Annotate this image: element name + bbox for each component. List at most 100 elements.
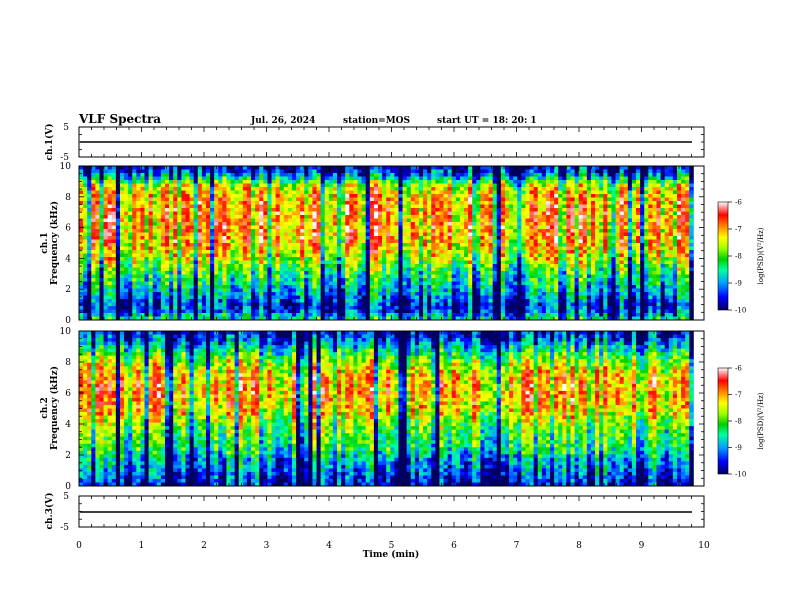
spectrogram-cell <box>197 176 203 181</box>
spectrogram-cell <box>234 260 240 265</box>
spectrogram-cell <box>148 166 154 170</box>
spectrogram-cell <box>124 243 129 247</box>
spectrogram-cell <box>83 281 88 286</box>
spectrogram-cell <box>402 239 408 244</box>
spectrogram-cell <box>267 285 272 289</box>
spectrogram-cell <box>140 166 145 170</box>
spectrogram-cell <box>316 239 322 244</box>
spectrogram-cell <box>103 183 109 188</box>
spectrogram-cell <box>296 257 301 261</box>
spectrogram-cell <box>500 299 506 303</box>
spectrogram-cell <box>513 218 518 223</box>
spectrogram-cell <box>357 313 363 317</box>
spectrogram-cell <box>439 187 444 191</box>
spectrogram-cell <box>95 306 100 310</box>
spectrogram-cell <box>140 222 145 226</box>
spectrogram-cell <box>210 292 215 296</box>
spectrogram-cell <box>337 292 342 296</box>
spectrogram-cell <box>345 183 350 188</box>
spectrogram-cell <box>189 313 195 317</box>
spectrogram-cell <box>492 229 498 233</box>
spectrogram-cell <box>427 232 432 237</box>
spectrogram-cell <box>357 169 363 174</box>
spectrogram-cell <box>500 309 506 314</box>
spectrogram-cell <box>480 215 485 219</box>
spectrogram-cell <box>128 250 133 254</box>
spectrogram-cell <box>418 169 424 174</box>
spectrogram-cell <box>230 264 236 268</box>
spectrogram-cell <box>255 292 260 296</box>
spectrogram-cell <box>324 288 330 293</box>
spectrogram-cell <box>83 173 88 177</box>
spectrogram-cell <box>398 306 403 310</box>
spectrogram-cell <box>111 274 117 279</box>
spectrogram-cell <box>267 260 272 265</box>
spectrogram-cell <box>251 271 256 275</box>
spectrogram-cell <box>271 243 276 247</box>
spectrogram-cell <box>365 285 371 289</box>
spectrogram-cell <box>378 176 383 181</box>
spectrogram-cell <box>230 218 236 223</box>
spectrogram-cell <box>476 246 481 251</box>
spectrogram-cell <box>320 302 326 307</box>
spectrogram-cell <box>402 316 408 321</box>
spectrogram-cell <box>259 232 264 237</box>
spectrogram-cell <box>316 316 322 321</box>
spectrogram-cell <box>279 271 285 275</box>
spectrogram-cell <box>308 295 313 300</box>
spectrogram-cell <box>201 215 207 219</box>
spectrogram-cell <box>398 257 403 261</box>
spectrogram-cell <box>148 197 154 202</box>
spectrogram-cell <box>189 169 195 174</box>
spectrogram-cell <box>484 204 489 209</box>
spectrogram-cell <box>394 183 399 188</box>
spectrogram-cell <box>300 295 305 300</box>
spectrogram-cell <box>361 197 367 202</box>
spectrogram-cell <box>435 229 440 233</box>
spectrogram-cell <box>107 309 113 314</box>
spectrogram-cell <box>173 229 178 233</box>
spectrogram-cell <box>459 313 465 317</box>
spectrogram-cell <box>398 243 403 247</box>
spectrogram-cell <box>222 302 227 307</box>
spectrogram-cell <box>185 166 190 170</box>
spectrogram-cell <box>160 180 166 184</box>
spectrogram-cell <box>464 173 469 177</box>
spectrogram-cell <box>95 204 100 209</box>
spectrogram-cell <box>431 190 436 195</box>
spectrogram-cell <box>152 201 158 205</box>
spectrogram-cell <box>115 288 121 293</box>
spectrogram-cell <box>197 204 203 209</box>
spectrogram-cell <box>369 306 375 310</box>
spectrogram-cell <box>193 316 199 321</box>
spectrogram-cell <box>496 257 502 261</box>
spectrogram-cell <box>152 271 158 275</box>
spectrogram-cell <box>455 190 461 195</box>
spectrogram-cell <box>210 197 215 202</box>
spectrogram-cell <box>160 260 166 265</box>
spectrogram-cell <box>484 169 489 174</box>
spectrogram-cell <box>255 264 260 268</box>
spectrogram-cell <box>308 229 313 233</box>
spectrogram-cell <box>242 176 248 181</box>
spectrogram-cell <box>484 218 489 223</box>
spectrogram-cell <box>509 292 514 296</box>
spectrogram-cell <box>152 278 158 282</box>
spectrogram-cell <box>517 313 522 317</box>
spectrogram-cell <box>152 306 158 310</box>
spectrogram-cell <box>517 243 522 247</box>
spectrogram-cell <box>496 306 502 310</box>
spectrogram-cell <box>283 215 289 219</box>
spectrogram-cell <box>251 306 256 310</box>
spectrogram-cell <box>165 229 170 233</box>
spectrogram-cell <box>296 271 301 275</box>
spectrogram-cell <box>291 267 297 272</box>
spectrogram-cell <box>148 211 154 216</box>
spectrogram-cell <box>386 222 391 226</box>
spectrogram-cell <box>332 299 338 303</box>
spectrogram-cell <box>513 183 518 188</box>
spectrogram-cell <box>124 239 129 244</box>
spectrogram-cell <box>496 285 502 289</box>
spectrogram-cell <box>447 299 453 303</box>
spectrogram-cell <box>87 173 92 177</box>
